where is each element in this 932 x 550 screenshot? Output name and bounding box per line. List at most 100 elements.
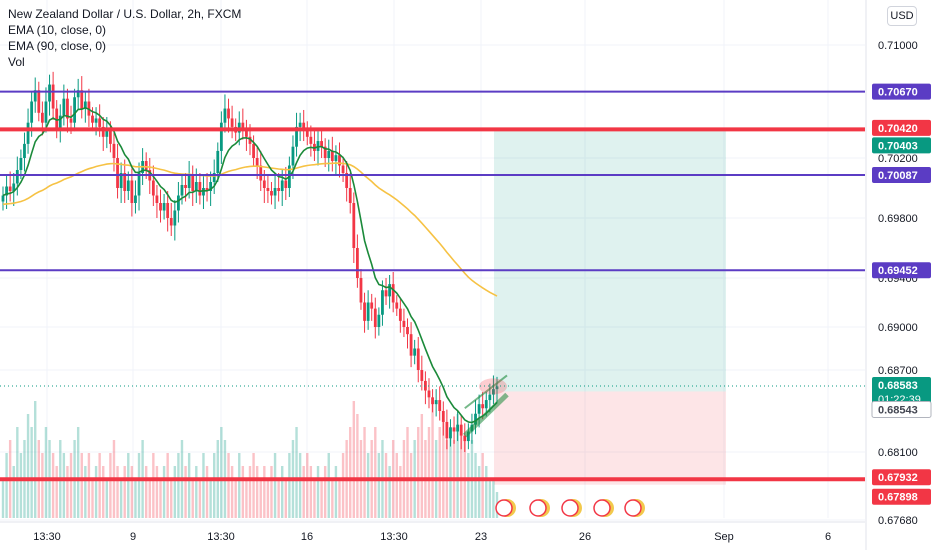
candle-body[interactable] xyxy=(12,183,16,192)
candle-body[interactable] xyxy=(474,413,477,425)
candle-body[interactable] xyxy=(302,122,306,130)
candle-body[interactable] xyxy=(420,370,424,381)
indicator-volume[interactable]: Vol xyxy=(8,55,25,69)
candle-body[interactable] xyxy=(416,348,420,371)
candle-body[interactable] xyxy=(481,404,485,409)
candle-body[interactable] xyxy=(5,186,8,196)
candle-body[interactable] xyxy=(73,97,76,123)
candle-body[interactable] xyxy=(280,180,284,192)
candle-body[interactable] xyxy=(223,108,227,123)
candle-body[interactable] xyxy=(363,302,366,321)
candle-body[interactable] xyxy=(402,320,406,327)
candle-body[interactable] xyxy=(298,122,302,127)
candle-body[interactable] xyxy=(348,188,352,203)
candle-body[interactable] xyxy=(248,136,252,144)
candle-body[interactable] xyxy=(373,308,377,327)
candle-body[interactable] xyxy=(330,150,334,161)
candle-body[interactable] xyxy=(202,188,205,196)
candle-body[interactable] xyxy=(327,150,331,158)
candle-body[interactable] xyxy=(424,380,427,391)
ema-10-line[interactable] xyxy=(2,106,498,424)
candle-body[interactable] xyxy=(126,180,130,192)
candle-body[interactable] xyxy=(15,170,19,184)
candle-body[interactable] xyxy=(205,188,209,191)
candle-body[interactable] xyxy=(449,427,452,439)
candle-body[interactable] xyxy=(341,165,345,174)
candle-body[interactable] xyxy=(119,173,123,188)
candle-body[interactable] xyxy=(80,90,84,109)
symbol-title[interactable]: New Zealand Dollar / U.S. Dollar, 2h, FX… xyxy=(8,7,242,21)
candle-body[interactable] xyxy=(277,188,281,191)
candle-body[interactable] xyxy=(177,195,180,211)
candle-body[interactable] xyxy=(19,158,23,170)
candle-body[interactable] xyxy=(245,129,248,137)
candle-body[interactable] xyxy=(66,98,69,119)
candle-body[interactable] xyxy=(484,400,488,409)
candle-body[interactable] xyxy=(76,90,80,98)
candle-body[interactable] xyxy=(320,141,323,147)
candle-body[interactable] xyxy=(438,400,442,411)
candle-body[interactable] xyxy=(101,126,105,137)
candle-body[interactable] xyxy=(259,165,263,181)
candle-body[interactable] xyxy=(477,404,481,414)
candle-body[interactable] xyxy=(445,421,449,439)
candle-body[interactable] xyxy=(391,284,395,303)
candle-body[interactable] xyxy=(406,327,409,335)
candle-body[interactable] xyxy=(105,129,109,137)
candle-body[interactable] xyxy=(459,424,463,436)
event-flag-icon[interactable] xyxy=(593,499,611,517)
candle-body[interactable] xyxy=(98,118,102,127)
candle-body[interactable] xyxy=(431,397,434,405)
candle-body[interactable] xyxy=(495,386,499,390)
candle-body[interactable] xyxy=(30,101,34,123)
candle-body[interactable] xyxy=(370,302,374,309)
candle-body[interactable] xyxy=(219,122,223,151)
candle-body[interactable] xyxy=(198,182,202,196)
candle-body[interactable] xyxy=(305,129,309,137)
candle-body[interactable] xyxy=(216,150,220,173)
channel-upper[interactable] xyxy=(464,374,508,410)
candle-body[interactable] xyxy=(94,118,98,123)
candle-body[interactable] xyxy=(377,314,381,327)
indicator-ema-90[interactable]: EMA (90, close, 0) xyxy=(8,39,107,53)
candle-body[interactable] xyxy=(180,185,184,196)
candle-body[interactable] xyxy=(40,112,44,123)
candle-body[interactable] xyxy=(262,180,266,189)
candle-body[interactable] xyxy=(427,390,431,398)
candle-body[interactable] xyxy=(108,129,112,144)
candle-body[interactable] xyxy=(309,136,313,144)
candle-body[interactable] xyxy=(8,186,12,192)
candle-body[interactable] xyxy=(456,424,460,432)
candle-body[interactable] xyxy=(255,158,259,166)
candle-body[interactable] xyxy=(388,284,392,297)
candle-body[interactable] xyxy=(270,191,273,196)
candle-body[interactable] xyxy=(295,126,298,147)
candle-body[interactable] xyxy=(334,155,338,161)
candle-body[interactable] xyxy=(398,308,402,321)
indicator-ema-10[interactable]: EMA (10, close, 0) xyxy=(8,23,107,37)
candle-body[interactable] xyxy=(69,118,73,123)
candle-body[interactable] xyxy=(48,84,51,102)
profit-zone[interactable] xyxy=(494,129,726,392)
candle-body[interactable] xyxy=(194,182,198,191)
candle-body[interactable] xyxy=(359,278,363,303)
candle-body[interactable] xyxy=(266,188,270,191)
candle-body[interactable] xyxy=(441,411,445,422)
candle-body[interactable] xyxy=(62,98,66,116)
candle-body[interactable] xyxy=(51,84,55,109)
candle-body[interactable] xyxy=(37,90,41,113)
candle-body[interactable] xyxy=(291,146,295,166)
candle-body[interactable] xyxy=(466,431,470,442)
candle-body[interactable] xyxy=(173,210,177,226)
candle-body[interactable] xyxy=(166,203,170,218)
candle-body[interactable] xyxy=(252,143,255,158)
candle-body[interactable] xyxy=(488,394,492,401)
candle-body[interactable] xyxy=(169,218,173,226)
candle-body[interactable] xyxy=(384,290,388,297)
candle-body[interactable] xyxy=(91,115,94,123)
candle-body[interactable] xyxy=(33,90,37,102)
candle-body[interactable] xyxy=(187,176,191,188)
candle-body[interactable] xyxy=(184,185,187,188)
candle-body[interactable] xyxy=(338,155,341,166)
currency-button[interactable]: USD xyxy=(887,6,917,26)
